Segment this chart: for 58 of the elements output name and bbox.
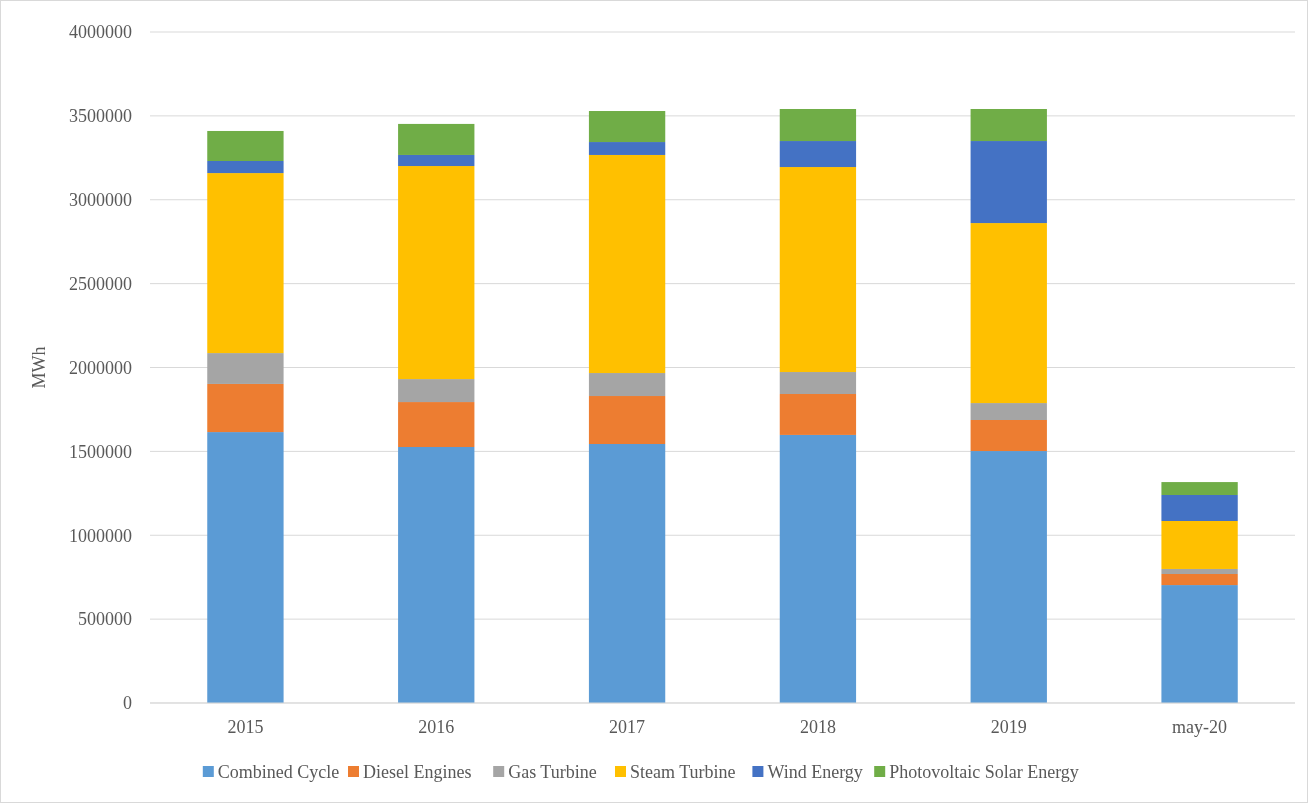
bar <box>779 109 857 142</box>
bar <box>779 141 857 168</box>
bar <box>970 223 1047 404</box>
bar <box>970 451 1047 703</box>
bar <box>588 142 666 155</box>
y-tick-label: 4000000 <box>69 22 132 43</box>
y-tick-label: 2000000 <box>69 357 132 378</box>
bar <box>588 396 666 444</box>
bar <box>779 434 857 703</box>
bar <box>207 432 284 703</box>
y-tick-label: 500000 <box>78 609 132 630</box>
bar <box>779 394 857 435</box>
legend-label: Diesel Engines <box>363 762 472 783</box>
bar <box>588 443 666 703</box>
y-tick-label: 0 <box>123 693 132 714</box>
bar <box>1161 568 1238 574</box>
bar <box>207 383 284 433</box>
y-axis-title: MWh <box>29 346 49 389</box>
bar <box>588 154 666 374</box>
x-tick-label: may-20 <box>1172 717 1228 737</box>
bar <box>398 447 475 703</box>
bar <box>398 166 475 380</box>
legend-label: Wind Energy <box>767 762 863 783</box>
bar <box>207 173 284 354</box>
legend-label: Photovoltaic Solar Energy <box>889 762 1079 783</box>
bar <box>398 379 475 403</box>
bar <box>779 372 857 394</box>
x-tick-label: 2018 <box>799 717 836 737</box>
bar <box>970 109 1047 142</box>
bar <box>207 130 284 161</box>
bar <box>588 111 666 143</box>
bar <box>1161 585 1238 703</box>
bar <box>207 161 284 174</box>
x-tick-label: 2015 <box>227 717 264 737</box>
y-tick-label: 3000000 <box>69 190 132 211</box>
bar <box>398 123 475 155</box>
bar <box>398 402 475 448</box>
x-tick-label: 2017 <box>609 717 646 737</box>
legend-label: Combined Cycle <box>217 762 340 783</box>
bar <box>970 403 1047 421</box>
bar <box>970 141 1047 224</box>
bar <box>970 420 1047 452</box>
y-tick-label: 2500000 <box>69 273 132 294</box>
bar <box>588 373 666 397</box>
bar <box>1161 574 1238 586</box>
bar <box>1161 520 1238 569</box>
bar <box>1161 482 1238 495</box>
x-tick-label: 2016 <box>418 717 455 737</box>
bar <box>1161 494 1238 521</box>
bar <box>207 353 284 384</box>
legend-label: Steam Turbine <box>630 762 736 783</box>
y-tick-label: 1500000 <box>69 441 132 462</box>
bar <box>398 154 475 167</box>
x-tick-label: 2019 <box>990 717 1027 737</box>
y-tick-label: 1000000 <box>69 525 132 546</box>
bar <box>779 167 857 373</box>
y-tick-label: 3500000 <box>69 106 132 127</box>
legend-label: Gas Turbine <box>508 762 597 783</box>
